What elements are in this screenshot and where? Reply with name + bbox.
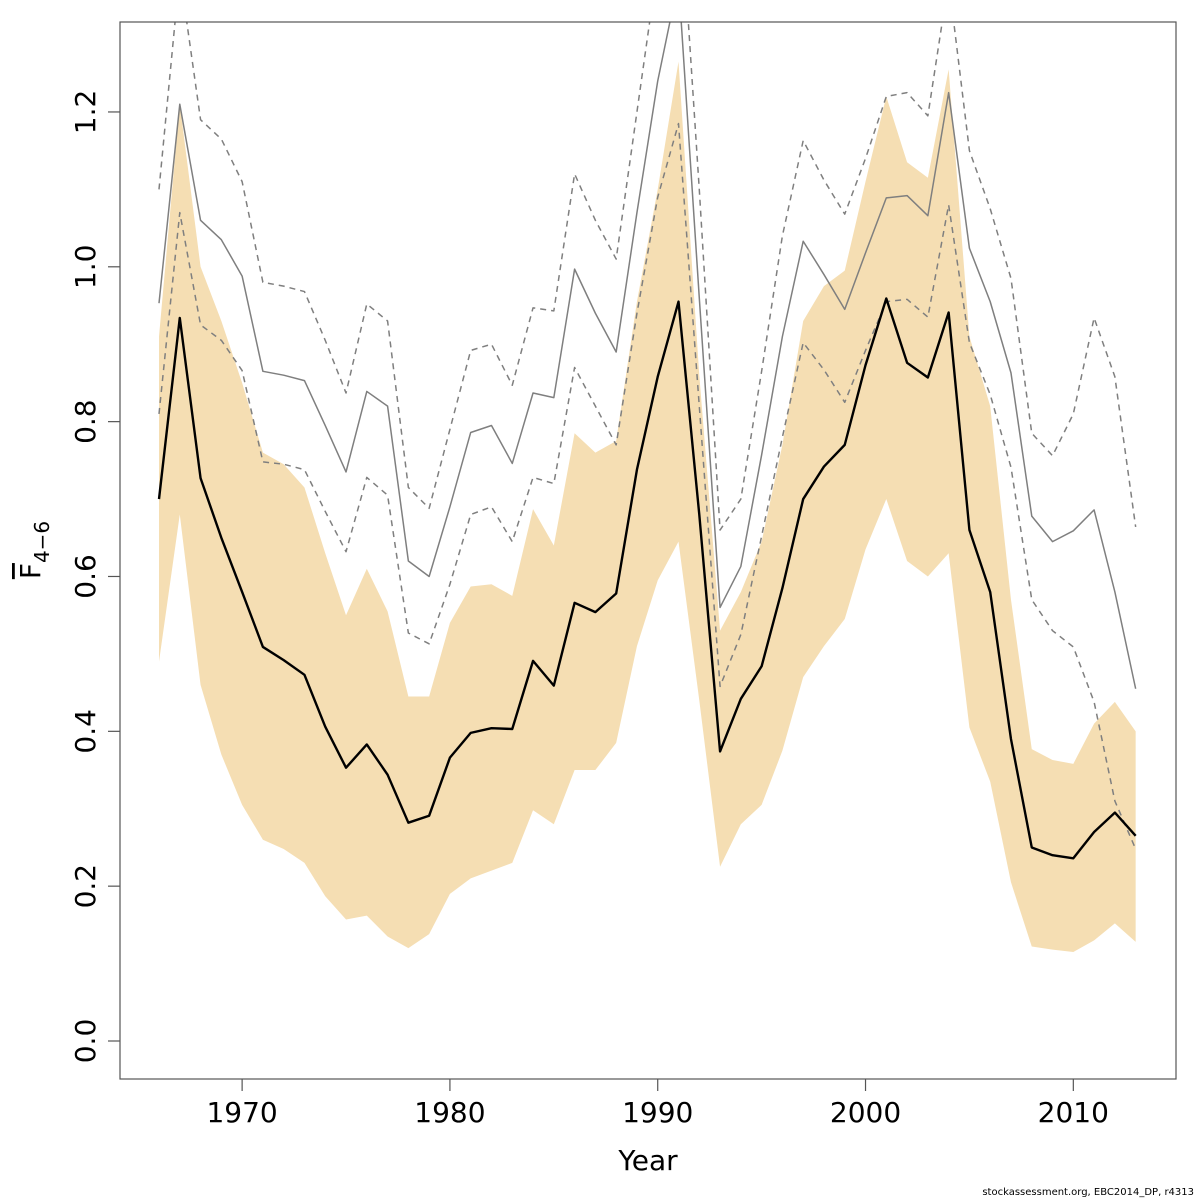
x-axis-label: Year <box>617 1144 678 1177</box>
y-tick-label: 1.0 <box>69 245 102 290</box>
svg-text:F4−6: F4−6 <box>14 521 54 579</box>
y-axis: 0.0 0.2 0.4 0.6 0.8 1.0 1.2 <box>69 90 120 1064</box>
y-tick-label: 0.8 <box>69 399 102 444</box>
x-tick-label: 1980 <box>414 1096 485 1129</box>
confidence-band <box>159 61 1136 952</box>
y-axis-label: F4−6 <box>14 521 54 579</box>
y-tick-label: 1.2 <box>69 90 102 135</box>
series-line-retro-upper <box>158 22 1137 531</box>
x-tick-label: 2010 <box>1038 1096 1109 1129</box>
x-tick-label: 2000 <box>830 1096 901 1129</box>
series-line-retro-lower <box>158 122 1137 850</box>
y-tick-label: 0.4 <box>69 709 102 754</box>
y-tick-label: 0.6 <box>69 554 102 599</box>
series-lines <box>157 22 1137 860</box>
x-tick-label: 1970 <box>206 1096 277 1129</box>
x-tick-label: 1990 <box>622 1096 693 1129</box>
y-axis-label-base: F <box>14 563 47 579</box>
footer-credit: stockassessment.org, EBC2014_DP, r4313 <box>982 1187 1194 1198</box>
y-tick-label: 0.2 <box>69 864 102 909</box>
band-area <box>159 61 1136 952</box>
y-tick-label: 0.0 <box>69 1019 102 1064</box>
y-axis-label-subscript: 4−6 <box>30 521 54 563</box>
plot-frame <box>119 21 1177 1080</box>
series-line-main <box>157 297 1137 860</box>
series-line-retro <box>158 22 1137 689</box>
x-axis: 1970 1980 1990 2000 2010 <box>206 1079 1109 1129</box>
